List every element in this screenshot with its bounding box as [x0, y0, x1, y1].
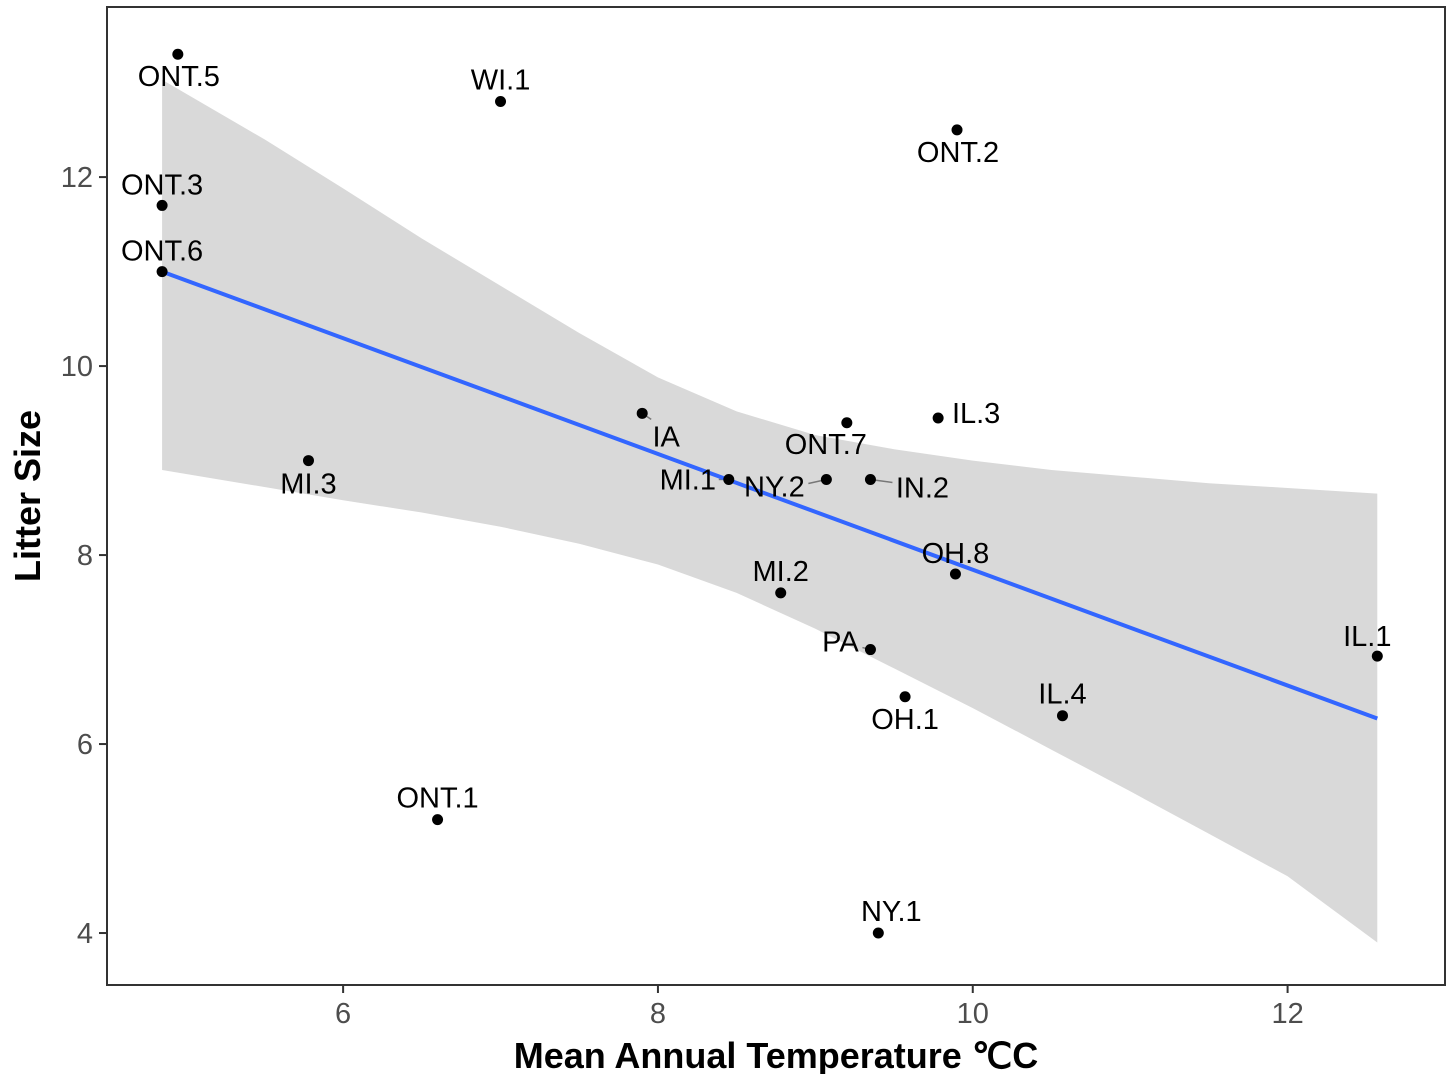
data-point-in-2 [864, 473, 876, 485]
x-tick-label-12: 12 [1271, 998, 1303, 1030]
point-label-mi-1: MI.1 [660, 464, 716, 496]
point-label-ny-1: NY.1 [861, 896, 922, 928]
point-label-ny-2: NY.2 [744, 471, 805, 503]
data-point-mi-1 [723, 473, 735, 485]
data-point-il-1 [1371, 650, 1383, 662]
trend-line [161, 269, 1379, 721]
point-label-il-1: IL.1 [1343, 621, 1391, 653]
point-label-oh-1: OH.1 [871, 704, 939, 736]
data-point-il-3 [932, 412, 944, 424]
data-point-mi-2 [775, 587, 787, 599]
x-axis-title: Mean Annual Temperature ℃C [514, 1035, 1039, 1074]
confidence-band [162, 79, 1378, 943]
y-tick-label-12: 12 [61, 162, 93, 194]
x-axis: 6 8 10 12 [335, 985, 1304, 1030]
y-tick-label-6: 6 [77, 729, 93, 761]
data-point-ont-5 [172, 48, 184, 60]
data-point-mi-3 [302, 455, 314, 467]
point-label-il-4: IL.4 [1038, 679, 1086, 711]
plot-border [106, 6, 1446, 986]
point-label-mi-2: MI.2 [753, 556, 809, 588]
point-label-il-3: IL.3 [952, 398, 1000, 430]
data-points [156, 48, 1383, 939]
data-point-il-4 [1056, 710, 1068, 722]
data-point-ont-3 [156, 199, 168, 211]
data-point-oh-1 [899, 691, 911, 703]
data-point-ia [636, 407, 648, 419]
x-tick-label-8: 8 [650, 998, 666, 1030]
y-axis-title: Litter Size [7, 410, 48, 582]
point-labels: ONT.5 WI.1 ONT.2 ONT.3 ONT.6 IA IL.3 ONT.7 MI.3 M… [121, 61, 1392, 928]
y-tick-label-10: 10 [61, 351, 93, 383]
x-tick-label-6: 6 [335, 998, 351, 1030]
data-point-ny-1 [872, 927, 884, 939]
data-point-oh-8 [949, 568, 961, 580]
point-label-ont-6: ONT.6 [121, 236, 203, 268]
y-axis: 4 6 8 10 12 [61, 162, 107, 950]
y-tick-label-8: 8 [77, 540, 93, 572]
data-point-ont-2 [951, 124, 963, 136]
point-label-ont-1: ONT.1 [396, 783, 478, 815]
point-label-mi-3: MI.3 [280, 469, 336, 501]
point-label-ont-5: ONT.5 [138, 61, 220, 93]
point-label-ont-2: ONT.2 [917, 137, 999, 169]
data-point-ont-1 [432, 814, 444, 826]
point-label-oh-8: OH.8 [922, 538, 990, 570]
data-point-ont-6 [156, 266, 168, 278]
point-label-ia: IA [652, 421, 680, 453]
point-label-pa: PA [822, 627, 859, 659]
data-point-ont-7 [841, 417, 853, 429]
point-label-in-2: IN.2 [896, 472, 949, 504]
x-tick-label-10: 10 [957, 998, 989, 1030]
data-point-wi-1 [495, 95, 507, 107]
point-label-wi-1: WI.1 [471, 64, 531, 96]
point-label-ont-7: ONT.7 [785, 429, 867, 461]
data-point-pa [864, 644, 876, 656]
data-point-ny-2 [820, 473, 832, 485]
y-tick-label-4: 4 [77, 918, 93, 950]
point-label-ont-3: ONT.3 [121, 169, 203, 201]
